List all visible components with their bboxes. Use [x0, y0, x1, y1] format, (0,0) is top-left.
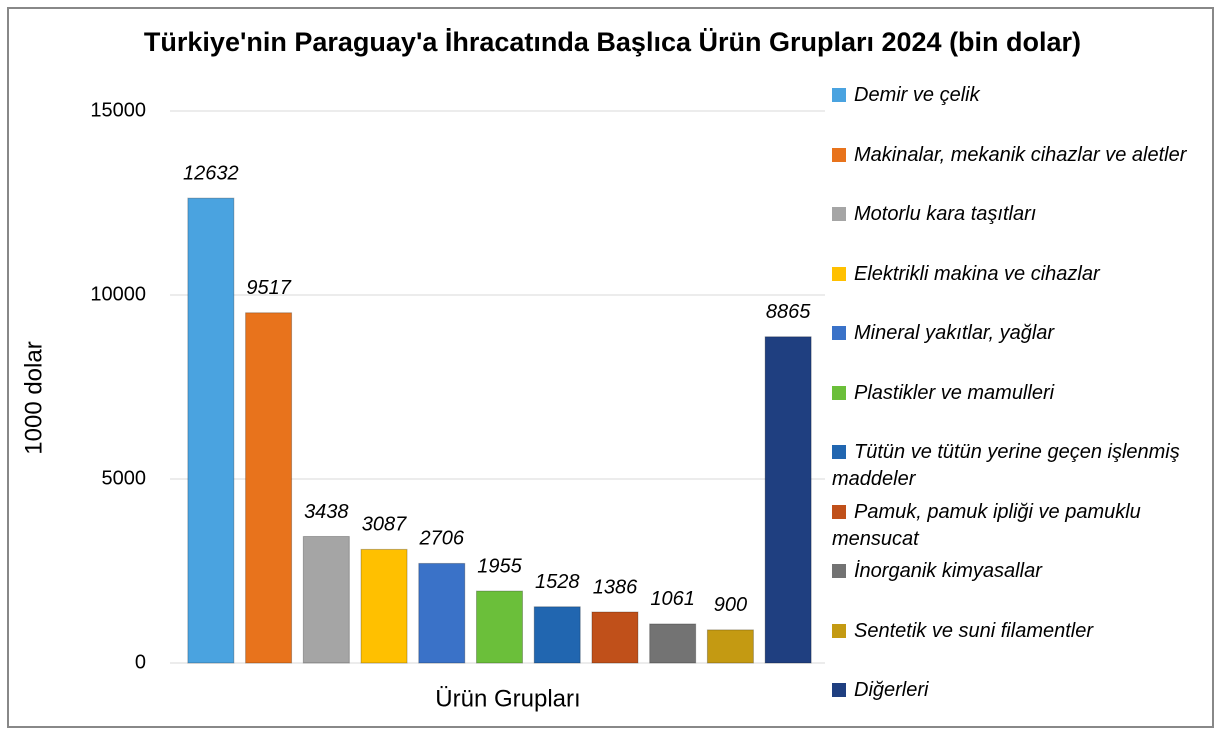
- legend-label: Motorlu kara taşıtları: [854, 203, 1037, 225]
- legend-item: Diğerleri: [832, 677, 1212, 704]
- y-tick-label: 10000: [90, 283, 146, 305]
- legend-swatch: [832, 266, 846, 281]
- y-tick-label: 0: [135, 651, 146, 673]
- value-label: 9517: [246, 277, 291, 299]
- legend-item: Plastikler ve mamulleri: [832, 380, 1212, 407]
- value-label: 12632: [183, 162, 239, 184]
- bar: [245, 312, 293, 664]
- legend-item: Elektrikli makina ve cihazlar: [832, 261, 1212, 288]
- chart-title: Türkiye'nin Paraguay'a İhracatında Başlı…: [143, 27, 1082, 57]
- legend-swatch: [832, 207, 846, 221]
- value-label: 3087: [362, 514, 407, 536]
- legend-label: Diğerleri: [854, 679, 929, 701]
- legend-label: Elektrikli makina ve cihazlar: [854, 262, 1100, 285]
- legend-label: Makinalar, mekanik cihazlar ve aletler: [854, 143, 1187, 166]
- bar: [187, 197, 235, 664]
- legend-swatch: [832, 504, 846, 519]
- value-label: 1061: [650, 588, 695, 610]
- bar: [360, 548, 408, 664]
- bar: [649, 623, 697, 664]
- value-label: 3438: [304, 501, 349, 523]
- legend-label: Demir ve çelik: [854, 84, 980, 106]
- y-tick-label: 5000: [102, 467, 147, 489]
- legend-swatch: [832, 326, 846, 340]
- value-label: 1528: [535, 571, 580, 593]
- bar: [418, 562, 466, 664]
- bar: [476, 590, 523, 664]
- legend-label: Plastikler ve mamulleri: [854, 381, 1055, 404]
- legend-swatch: [832, 445, 846, 459]
- legend-swatch: [832, 683, 846, 697]
- legend-item: Makinalar, mekanik cihazlar ve aletler: [832, 142, 1212, 169]
- frame: [7, 7, 1214, 728]
- legend-swatch: [832, 564, 846, 578]
- legend-item: Sentetik ve suni filamentler: [832, 618, 1212, 645]
- value-label: 1955: [477, 555, 522, 577]
- legend-label: İnorganik kimyasallar: [854, 560, 1042, 582]
- legend-label: Pamuk, pamuk ipliği ve pamuklu mensucat: [832, 500, 1141, 550]
- legend-label: Mineral yakıtlar, yağlar: [854, 322, 1055, 344]
- value-label: 900: [714, 594, 747, 616]
- y-axis-label: 1000 dolar: [20, 341, 47, 454]
- legend-item: Motorlu kara taşıtları: [832, 201, 1212, 228]
- value-label: 8865: [766, 301, 811, 323]
- bar: [764, 336, 812, 664]
- legend-label: Tütün ve tütün yerine geçen işlenmiş mad…: [832, 441, 1180, 490]
- legend-item: Mineral yakıtlar, yağlar: [832, 320, 1212, 347]
- bar: [706, 629, 754, 664]
- value-label: 2706: [419, 528, 465, 550]
- value-label: 1386: [593, 576, 638, 598]
- bar: [533, 606, 581, 664]
- bar: [591, 611, 639, 664]
- legend-swatch: [832, 385, 846, 400]
- y-tick-label: 15000: [90, 99, 146, 121]
- x-axis-label: Ürün Grupları: [435, 685, 580, 712]
- legend-swatch: [832, 88, 846, 102]
- legend-item: İnorganik kimyasallar: [832, 558, 1212, 585]
- legend-item: Pamuk, pamuk ipliği ve pamuklu mensucat: [832, 499, 1212, 553]
- bar: [302, 535, 350, 664]
- legend-label: Sentetik ve suni filamentler: [854, 619, 1094, 642]
- legend-swatch: [832, 147, 846, 162]
- legend-item: Tütün ve tütün yerine geçen işlenmiş mad…: [832, 439, 1212, 493]
- legend-swatch: [832, 623, 846, 638]
- legend-item: Demir ve çelik: [832, 82, 1212, 109]
